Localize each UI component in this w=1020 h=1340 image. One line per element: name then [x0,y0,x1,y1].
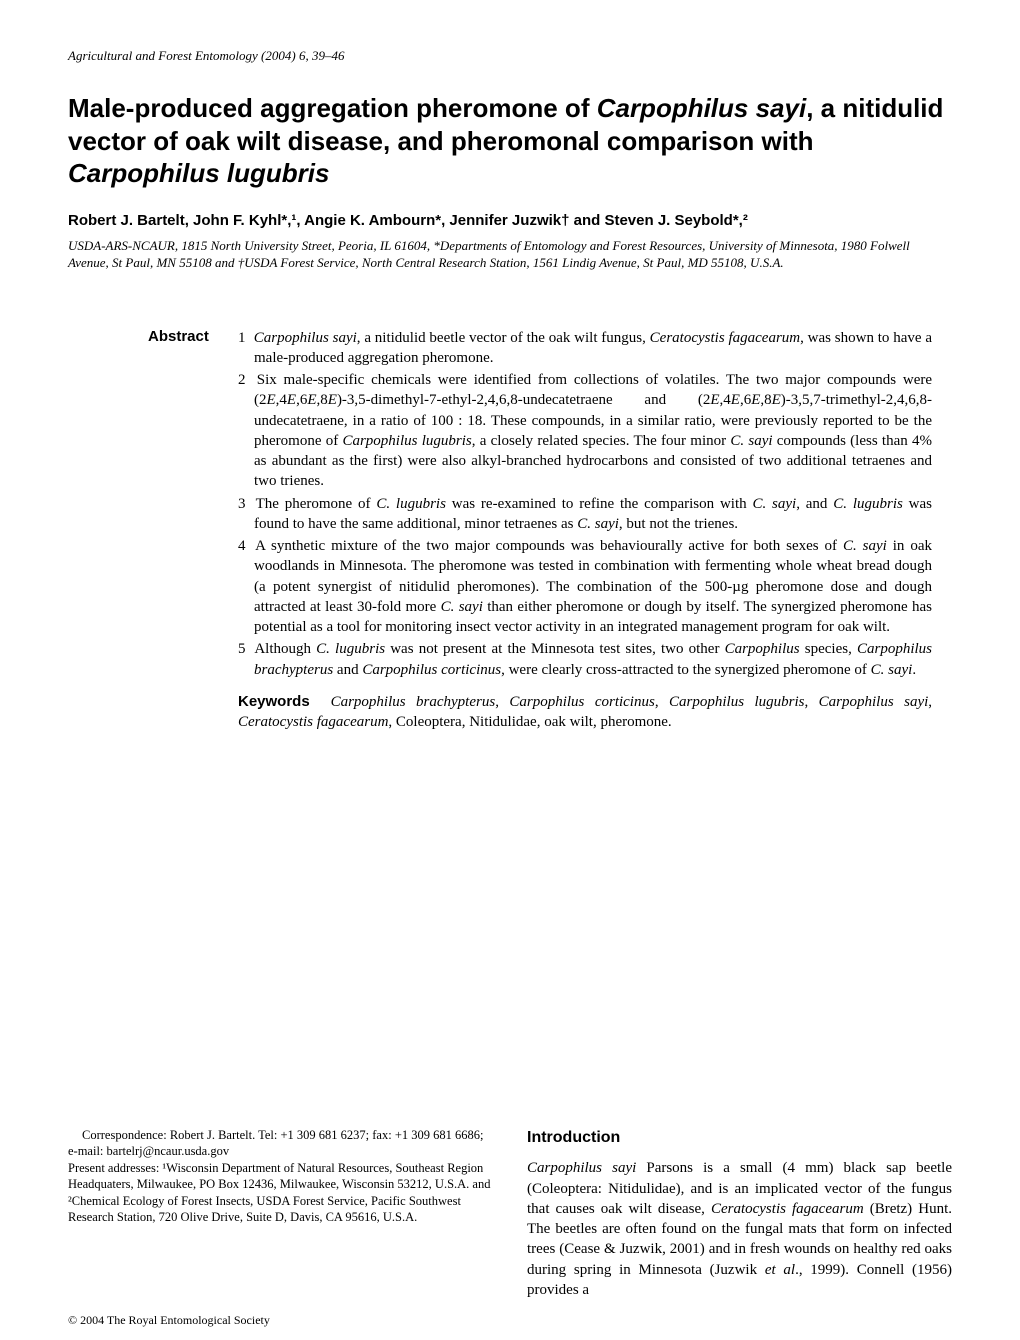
abstract-label: Abstract [148,328,209,345]
introduction-heading: Introduction [527,1127,952,1149]
abstract-text: Carpophilus sayi, a nitidulid beetle vec… [254,330,932,366]
journal-header: Agricultural and Forest Entomology (2004… [68,48,952,64]
keywords-label: Keywords [238,693,310,710]
abstract-item: 5 Although C. lugubris was not present a… [238,639,932,680]
correspondence-column: Correspondence: Robert J. Bartelt. Tel: … [68,1127,493,1300]
abstract-item: 3 The pheromone of C. lugubris was re-ex… [238,494,932,535]
article-title: Male-produced aggregation pheromone of C… [68,92,952,190]
affiliations: USDA-ARS-NCAUR, 1815 North University St… [68,237,952,272]
introduction-column: Introduction Carpophilus sayi Parsons is… [527,1127,952,1300]
abstract-block: Abstract 1 Carpophilus sayi, a nitidulid… [238,328,932,733]
title-sci-2: Carpophilus lugubris [68,158,329,188]
copyright-line: © 2004 The Royal Entomological Society [68,1313,270,1328]
title-sci-1: Carpophilus sayi [597,93,807,123]
abstract-num: 1 [238,328,250,348]
abstract-num: 4 [238,536,250,556]
abstract-num: 2 [238,370,250,390]
keywords-block: Keywords Carpophilus brachypterus, Carpo… [238,692,932,733]
introduction-paragraph: Carpophilus sayi Parsons is a small (4 m… [527,1158,952,1300]
keywords-text: Carpophilus brachypterus, Carpophilus co… [238,694,932,730]
abstract-item: 1 Carpophilus sayi, a nitidulid beetle v… [238,328,932,369]
abstract-text: The pheromone of C. lugubris was re-exam… [254,496,932,532]
abstract-num: 5 [238,639,250,659]
abstract-text: A synthetic mixture of the two major com… [254,538,932,635]
present-addresses-text: Present addresses: ¹Wisconsin Department… [68,1160,493,1225]
abstract-text: Although C. lugubris was not present at … [254,641,932,677]
abstract-list: 1 Carpophilus sayi, a nitidulid beetle v… [238,328,932,680]
abstract-num: 3 [238,494,250,514]
correspondence-text: Correspondence: Robert J. Bartelt. Tel: … [68,1127,493,1160]
abstract-item: 2 Six male-specific chemicals were ident… [238,370,932,492]
lower-two-column: Correspondence: Robert J. Bartelt. Tel: … [68,1127,952,1300]
abstract-text: Six male-specific chemicals were identif… [254,372,932,489]
abstract-item: 4 A synthetic mixture of the two major c… [238,536,932,637]
title-text-pre1: Male-produced aggregation pheromone of [68,93,597,123]
authors-line: Robert J. Bartelt, John F. Kyhl*,¹, Angi… [68,212,952,229]
